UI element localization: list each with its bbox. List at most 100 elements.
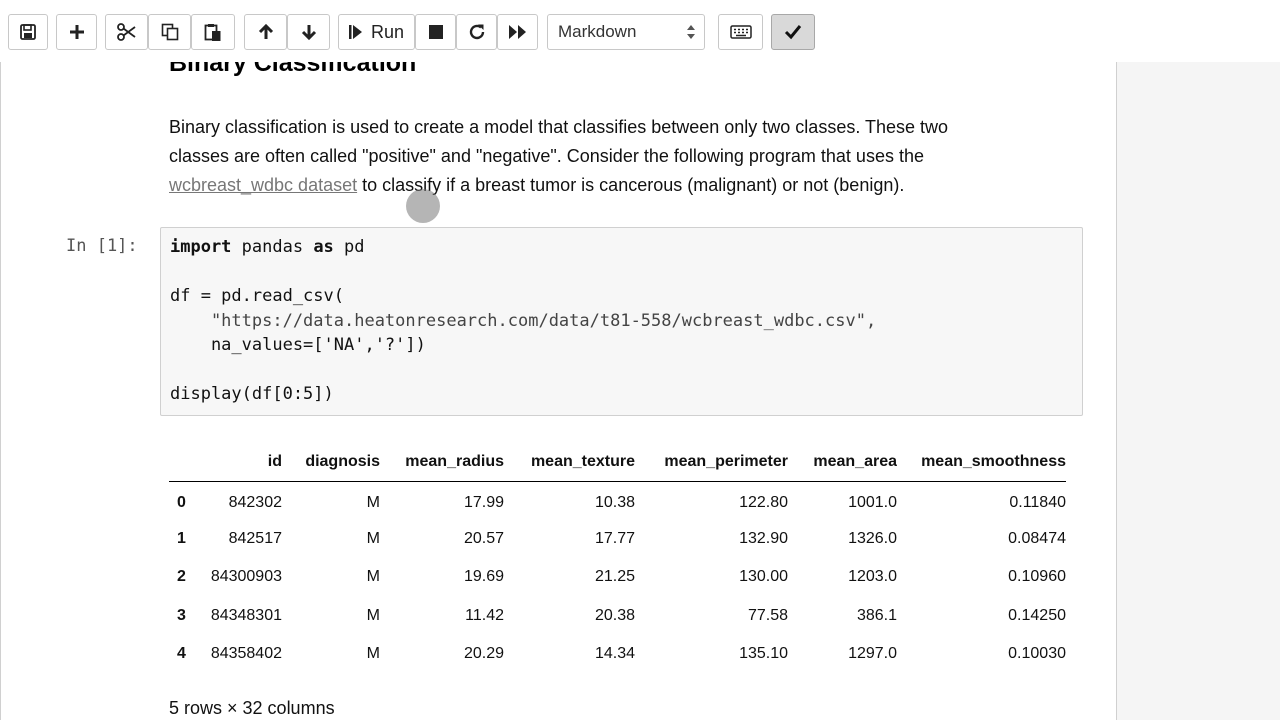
fast-forward-icon xyxy=(508,25,526,39)
run-icon xyxy=(348,25,362,39)
table-cell: 17.99 xyxy=(463,493,504,511)
column-header: mean_radius xyxy=(380,446,504,482)
paste-icon xyxy=(204,23,221,41)
copy-button[interactable] xyxy=(148,14,191,50)
mouse-cursor-highlight xyxy=(406,189,440,223)
check-icon xyxy=(784,25,802,40)
cell-type-value: Markdown xyxy=(558,22,637,41)
restart-run-all-button[interactable] xyxy=(497,14,538,50)
table-cell: 84348301 xyxy=(210,606,282,624)
keyboard-icon xyxy=(729,25,752,39)
move-down-button[interactable] xyxy=(287,14,330,50)
row-index: 4 xyxy=(177,645,186,663)
code-line-1-mid: pandas xyxy=(231,237,314,257)
scissors-icon xyxy=(116,23,136,41)
arrow-up-icon xyxy=(258,23,273,39)
column-header: mean_texture xyxy=(504,446,635,482)
row-index: 2 xyxy=(177,568,186,586)
row-index: 1 xyxy=(177,529,186,547)
code-line-2: df = pd.read_csv( xyxy=(170,286,344,306)
table-cell: 386.1 xyxy=(856,606,897,624)
paragraph-line-2: classes are often called "positive" and … xyxy=(169,146,924,166)
right-gutter xyxy=(1117,62,1280,720)
table-cell: 132.90 xyxy=(739,529,788,547)
stop-icon xyxy=(428,25,443,39)
paragraph-line-3-rest: to classify if a breast tumor is cancero… xyxy=(357,175,905,195)
code-line-1-end: pd xyxy=(333,237,365,257)
table-cell: 19.69 xyxy=(463,568,504,586)
insert-cell-button[interactable] xyxy=(56,14,97,50)
table-cell: M xyxy=(366,493,380,511)
table-cell: 11.42 xyxy=(465,606,504,624)
row-index: 3 xyxy=(177,606,186,624)
table-cell: 0.11840 xyxy=(1009,493,1066,511)
table-cell: 842302 xyxy=(228,493,282,511)
row-index: 0 xyxy=(177,493,186,511)
table-cell: 1326.0 xyxy=(848,529,897,547)
table-cell: 842517 xyxy=(228,529,282,547)
code-keyword-as: as xyxy=(313,237,334,257)
table-header-row: id diagnosis mean_radius mean_texture me… xyxy=(169,446,1066,482)
notebook-right-border xyxy=(1116,62,1117,720)
table-cell: 0.14250 xyxy=(1008,606,1066,624)
table-row: 2 84300903 M 19.69 21.25 130.00 1203.0 0… xyxy=(169,558,1066,597)
table-cell: 0.08474 xyxy=(1008,529,1066,547)
notebook-area: Binary Classification Binary classificat… xyxy=(0,49,1280,720)
arrow-down-icon xyxy=(301,25,316,41)
column-header: mean_smoothness xyxy=(897,446,1066,482)
table-cell: 0.10960 xyxy=(1008,568,1066,586)
table-row: 0 842302 M 17.99 10.38 122.80 1001.0 0.1… xyxy=(169,481,1066,520)
run-label: Run xyxy=(370,21,405,42)
paste-button[interactable] xyxy=(191,14,235,50)
interrupt-button[interactable] xyxy=(415,14,456,50)
table-cell: 10.38 xyxy=(594,493,635,511)
cut-button[interactable] xyxy=(105,14,148,50)
table-cell: 1297.0 xyxy=(848,645,897,663)
dataset-link[interactable]: wcbreast_wdbc dataset xyxy=(169,175,358,195)
table-cell: 1001.0 xyxy=(848,493,897,511)
notebook-left-border xyxy=(0,62,1,720)
dataframe-shape-note: 5 rows × 32 columns xyxy=(169,698,335,718)
save-icon xyxy=(20,24,36,40)
table-cell: 135.10 xyxy=(739,645,788,663)
copy-icon xyxy=(161,23,178,41)
table-cell: 20.29 xyxy=(463,645,504,663)
table-cell: 84358402 xyxy=(210,645,282,663)
table-cell: 77.58 xyxy=(747,606,788,624)
column-header: mean_perimeter xyxy=(635,446,788,482)
code-cell-input[interactable]: import pandas as pd df = pd.read_csv( "h… xyxy=(160,227,1083,416)
code-line-5: display(df[0:5]) xyxy=(170,384,334,404)
table-cell: 14.34 xyxy=(594,645,635,663)
code-text: import pandas as pd df = pd.read_csv( "h… xyxy=(170,235,876,407)
column-header: mean_area xyxy=(788,446,897,482)
command-palette-button[interactable] xyxy=(718,14,763,50)
markdown-paragraph: Binary classification is used to create … xyxy=(169,113,1089,200)
notebook-toolbar: Run Markdown xyxy=(0,0,1280,62)
table-cell: 0.10030 xyxy=(1008,645,1066,663)
select-arrows-icon xyxy=(687,25,695,39)
table-cell: M xyxy=(366,568,380,586)
table-row: 1 842517 M 20.57 17.77 132.90 1326.0 0.0… xyxy=(169,520,1066,559)
column-header xyxy=(169,446,199,482)
cell-type-select[interactable]: Markdown xyxy=(547,14,705,50)
save-button[interactable] xyxy=(8,14,48,50)
move-up-button[interactable] xyxy=(244,14,287,50)
table-cell: M xyxy=(366,606,380,624)
table-cell: 20.57 xyxy=(463,529,504,547)
cell-prompt: In [1]: xyxy=(66,236,138,256)
run-button[interactable]: Run xyxy=(338,14,415,50)
code-keyword-import: import xyxy=(170,237,232,257)
spellcheck-toggle-button[interactable] xyxy=(771,14,815,50)
code-line-3: "https://data.heatonresearch.com/data/t8… xyxy=(170,310,877,331)
table-cell: 1203.0 xyxy=(848,568,897,586)
table-cell: 130.00 xyxy=(739,568,788,586)
table-cell: 17.77 xyxy=(594,529,635,547)
restart-button[interactable] xyxy=(456,14,497,50)
paragraph-line-3: wcbreast_wdbc dataset to classify if a b… xyxy=(169,171,1089,200)
table-cell: 21.25 xyxy=(594,568,635,586)
plus-icon xyxy=(69,25,84,39)
table-cell: M xyxy=(366,645,380,663)
column-header: id xyxy=(199,446,282,482)
table-cell: M xyxy=(366,529,380,547)
table-cell: 122.80 xyxy=(739,493,788,511)
